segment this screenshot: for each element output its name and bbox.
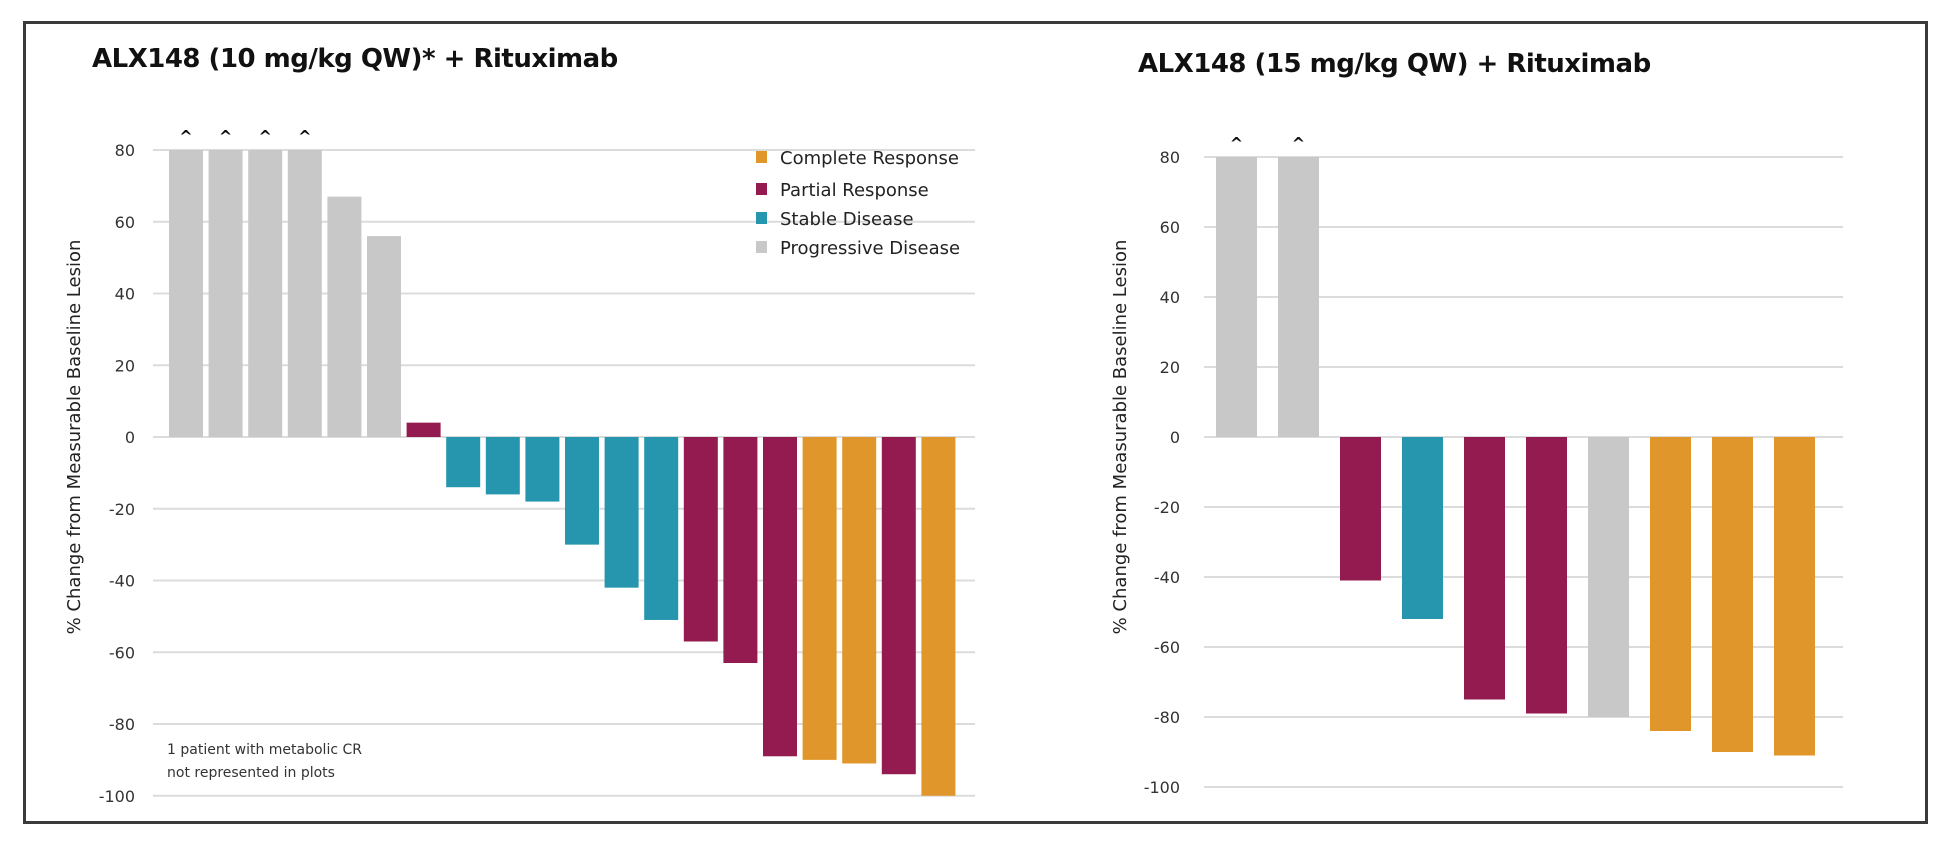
y-tick-label: 40: [115, 285, 135, 304]
y-tick-label: -100: [1144, 778, 1180, 797]
y-tick-label: -80: [1154, 708, 1180, 727]
legend-swatch-progressive: [756, 241, 767, 253]
bar-partial: [1340, 437, 1381, 581]
bar-progressive: [248, 150, 283, 437]
y-tick-label: 60: [115, 213, 135, 232]
legend-label-progressive: Progressive Disease: [780, 238, 960, 259]
chart-15mg: 80 60 40 20 0 -20 -40 -60 -80 -100 % Change from M…: [1110, 134, 1843, 797]
bar-partial: [763, 437, 797, 757]
bar-stable: [565, 437, 599, 545]
chart-10mg: 80 60 40 20 0 -20 -40 -60 -80 -100 % Change from M…: [64, 127, 975, 806]
capped-value-marker: ^: [298, 127, 311, 146]
y-tick-label: 40: [1160, 288, 1180, 307]
bar-progressive: [208, 150, 243, 437]
bar-partial: [1464, 437, 1505, 700]
capped-value-marker: ^: [258, 127, 271, 146]
y-tick-label: 20: [115, 356, 135, 375]
bar-complete: [842, 437, 877, 764]
y-tick-label: -40: [1154, 568, 1180, 587]
annotation-line: 1 patient with metabolic CR: [167, 742, 362, 758]
y-tick-label: -60: [109, 643, 135, 662]
bar-progressive: [367, 236, 401, 437]
y-tick-label: 60: [1160, 218, 1180, 237]
chart-title-10mg: ALX148 (10 mg/kg QW)* + Rituximab: [92, 44, 618, 74]
chart-title-15mg: ALX148 (15 mg/kg QW) + Rituximab: [1138, 49, 1651, 79]
y-tick-label: -60: [1154, 638, 1180, 657]
legend-swatch-partial: [756, 183, 767, 195]
bar-partial: [881, 437, 916, 775]
bar-stable: [604, 437, 639, 588]
legend: Complete Response Partial Response Stable …: [756, 148, 960, 259]
bar-stable: [485, 437, 520, 495]
annotation-metabolic-cr: 1 patient with metabolic CR not represent…: [167, 742, 362, 781]
bar-complete: [802, 437, 837, 760]
bar-stable: [644, 437, 679, 620]
legend-label-stable: Stable Disease: [780, 209, 914, 230]
capped-value-marker: ^: [1230, 134, 1243, 153]
figure-frame: [23, 21, 1928, 824]
y-tick-label: -80: [109, 715, 135, 734]
y-tick-label: 0: [125, 428, 135, 447]
bar-progressive: [1588, 437, 1629, 717]
legend-swatch-complete: [756, 151, 767, 163]
bar-stable: [525, 437, 560, 502]
y-tick-label: 80: [1160, 148, 1180, 167]
bar-stable: [1402, 437, 1443, 619]
capped-value-marker: ^: [179, 127, 192, 146]
y-axis-label: % Change from Measurable Baseline Lesion: [1110, 240, 1131, 635]
capped-value-marker: ^: [1292, 134, 1305, 153]
capped-value-marker: ^: [219, 127, 232, 146]
bar-partial: [723, 437, 758, 664]
bar-progressive: [1216, 157, 1257, 437]
y-tick-label: 0: [1170, 428, 1180, 447]
legend-label-complete: Complete Response: [780, 148, 959, 169]
bar-complete: [1712, 437, 1753, 752]
bar-partial: [683, 437, 718, 642]
bar-progressive: [287, 150, 322, 437]
bar-stable: [446, 437, 481, 488]
y-tick-label: 80: [115, 141, 135, 160]
bar-partial: [406, 422, 441, 437]
bar-progressive: [1278, 157, 1319, 437]
bar-progressive: [327, 196, 362, 437]
y-tick-label: -100: [99, 787, 135, 806]
y-tick-label: -20: [1154, 498, 1180, 517]
bar-partial: [1526, 437, 1567, 714]
y-tick-label: -40: [109, 572, 135, 591]
bar-complete: [921, 437, 956, 796]
y-axis-label: % Change from Measurable Baseline Lesion: [64, 240, 85, 635]
y-tick-label: 20: [1160, 358, 1180, 377]
bar-complete: [1774, 437, 1815, 756]
bar-complete: [1650, 437, 1691, 731]
legend-label-partial: Partial Response: [780, 180, 929, 201]
annotation-line: not represented in plots: [167, 765, 335, 781]
y-tick-label: -20: [109, 500, 135, 519]
bar-progressive: [169, 150, 203, 437]
legend-swatch-stable: [756, 212, 767, 224]
